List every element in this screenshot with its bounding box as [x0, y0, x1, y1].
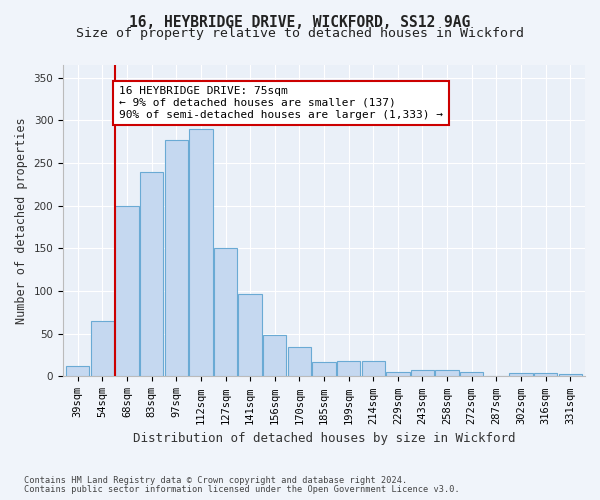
- Text: Size of property relative to detached houses in Wickford: Size of property relative to detached ho…: [76, 28, 524, 40]
- Bar: [362, 361, 385, 376]
- Bar: [164, 140, 188, 376]
- Bar: [559, 374, 582, 376]
- Bar: [386, 372, 410, 376]
- Bar: [411, 370, 434, 376]
- Bar: [509, 373, 533, 376]
- X-axis label: Distribution of detached houses by size in Wickford: Distribution of detached houses by size …: [133, 432, 515, 445]
- Bar: [287, 346, 311, 376]
- Bar: [263, 334, 286, 376]
- Bar: [238, 294, 262, 376]
- Text: Contains HM Land Registry data © Crown copyright and database right 2024.: Contains HM Land Registry data © Crown c…: [24, 476, 407, 485]
- Text: 16, HEYBRIDGE DRIVE, WICKFORD, SS12 9AG: 16, HEYBRIDGE DRIVE, WICKFORD, SS12 9AG: [130, 15, 470, 30]
- Bar: [313, 362, 336, 376]
- Bar: [214, 248, 237, 376]
- Text: 16 HEYBRIDGE DRIVE: 75sqm
← 9% of detached houses are smaller (137)
90% of semi-: 16 HEYBRIDGE DRIVE: 75sqm ← 9% of detach…: [119, 86, 443, 120]
- Bar: [66, 366, 89, 376]
- Bar: [534, 373, 557, 376]
- Y-axis label: Number of detached properties: Number of detached properties: [15, 118, 28, 324]
- Bar: [436, 370, 459, 376]
- Bar: [189, 129, 212, 376]
- Bar: [337, 361, 361, 376]
- Bar: [460, 372, 484, 376]
- Bar: [115, 206, 139, 376]
- Bar: [91, 321, 114, 376]
- Bar: [140, 172, 163, 376]
- Text: Contains public sector information licensed under the Open Government Licence v3: Contains public sector information licen…: [24, 485, 460, 494]
